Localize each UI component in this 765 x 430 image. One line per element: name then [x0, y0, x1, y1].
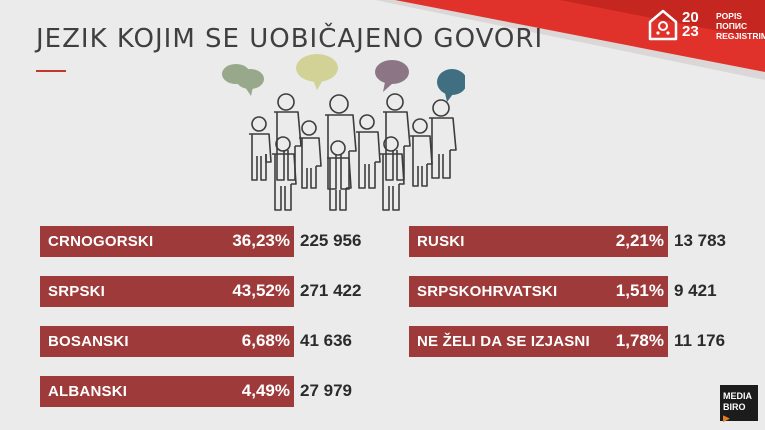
person-icon: [272, 136, 297, 211]
stat-percent: 36,23%: [232, 231, 290, 250]
speech-bubble-icon: [375, 60, 409, 92]
stat-language: SRPSKI: [48, 283, 106, 300]
speech-bubble-icon: [222, 64, 264, 96]
stat-row-crnogorski: CRNOGORSKI 36,23% 225 956: [40, 226, 380, 257]
person-icon: [299, 120, 322, 189]
stat-row-albanski: ALBANSKI 4,49% 27 979: [40, 376, 380, 407]
stat-language: ALBANSKI: [48, 383, 128, 400]
stat-bar: SRPSKOHRVATSKI 1,51%: [409, 276, 668, 307]
stat-percent: 1,78%: [615, 331, 664, 350]
play-triangle-icon: ▶: [723, 413, 730, 423]
stat-language: BOSANSKI: [48, 333, 129, 350]
stat-count: 11 176: [674, 331, 726, 350]
stat-language: RUSKI: [417, 233, 465, 250]
people-illustration: [222, 54, 465, 211]
stat-count: 9 421: [674, 281, 717, 300]
stat-language: NE ŽELI DA SE IZJASNI: [417, 333, 590, 350]
logo-year: 20 23: [682, 9, 714, 40]
logo-year-bottom: 23: [682, 23, 699, 40]
census-logo: 20 23 POPIS ПОПИС REGJISTRIMI: [648, 9, 765, 43]
page-title: JEZIK KOJIM SE UOBIČAJENO GOVORI: [36, 24, 544, 54]
mediabiro-line-2: BIRO: [723, 402, 746, 412]
stat-count: 225 956: [300, 231, 362, 250]
stat-row-ruski: RUSKI 2,21% 13 783: [409, 226, 749, 257]
person-icon: [410, 118, 433, 187]
person-icon: [383, 93, 411, 181]
person-icon: [380, 136, 405, 211]
stat-language: CRNOGORSKI: [48, 233, 154, 250]
person-icon: [249, 116, 272, 181]
person-icon: [356, 114, 381, 189]
stat-row-srpski: SRPSKI 43,52% 271 422: [40, 276, 380, 307]
stat-percent: 43,52%: [232, 281, 290, 300]
stat-percent: 1,51%: [615, 281, 664, 300]
stat-language: SRPSKOHRVATSKI: [417, 283, 558, 300]
stat-bar: ALBANSKI 4,49%: [40, 376, 294, 407]
speech-bubble-icon: [437, 69, 465, 102]
logo-year-top: 20: [682, 9, 699, 26]
person-icon: [327, 140, 352, 211]
person-icon: [274, 93, 302, 181]
stat-bar: SRPSKI 43,52%: [40, 276, 294, 307]
mediabiro-logo: MEDIA BIRO ▶: [720, 385, 758, 423]
stat-percent: 6,68%: [241, 331, 290, 350]
logo-text: POPIS ПОПИС REGJISTRIMI: [716, 11, 765, 41]
stat-row-bosanski: BOSANSKI 6,68% 41 636: [40, 326, 380, 357]
speech-bubble-icon: [296, 54, 338, 90]
stat-percent: 2,21%: [615, 231, 664, 250]
person-icon: [429, 99, 457, 179]
title-underline: [36, 70, 66, 72]
logo-line-1: POPIS: [716, 11, 742, 21]
mediabiro-line-1: MEDIA: [723, 391, 752, 401]
logo-line-3: REGJISTRIMI: [716, 31, 765, 41]
stat-count: 41 636: [300, 331, 352, 350]
house-icon: [648, 9, 678, 41]
stat-bar: CRNOGORSKI 36,23%: [40, 226, 294, 257]
stat-percent: 4,49%: [241, 381, 290, 400]
logo-line-2: ПОПИС: [716, 21, 748, 31]
stat-row-srpskohrvatski: SRPSKOHRVATSKI 1,51% 9 421: [409, 276, 749, 307]
stat-count: 13 783: [674, 231, 726, 250]
stat-bar: RUSKI 2,21%: [409, 226, 668, 257]
stat-count: 271 422: [300, 281, 362, 300]
stat-bar: BOSANSKI 6,68%: [40, 326, 294, 357]
stat-bar: NE ŽELI DA SE IZJASNI 1,78%: [409, 326, 668, 357]
stat-count: 27 979: [300, 381, 352, 400]
stat-row-ne-zeli-da-se-izjasni: NE ŽELI DA SE IZJASNI 1,78% 11 176: [409, 326, 749, 357]
